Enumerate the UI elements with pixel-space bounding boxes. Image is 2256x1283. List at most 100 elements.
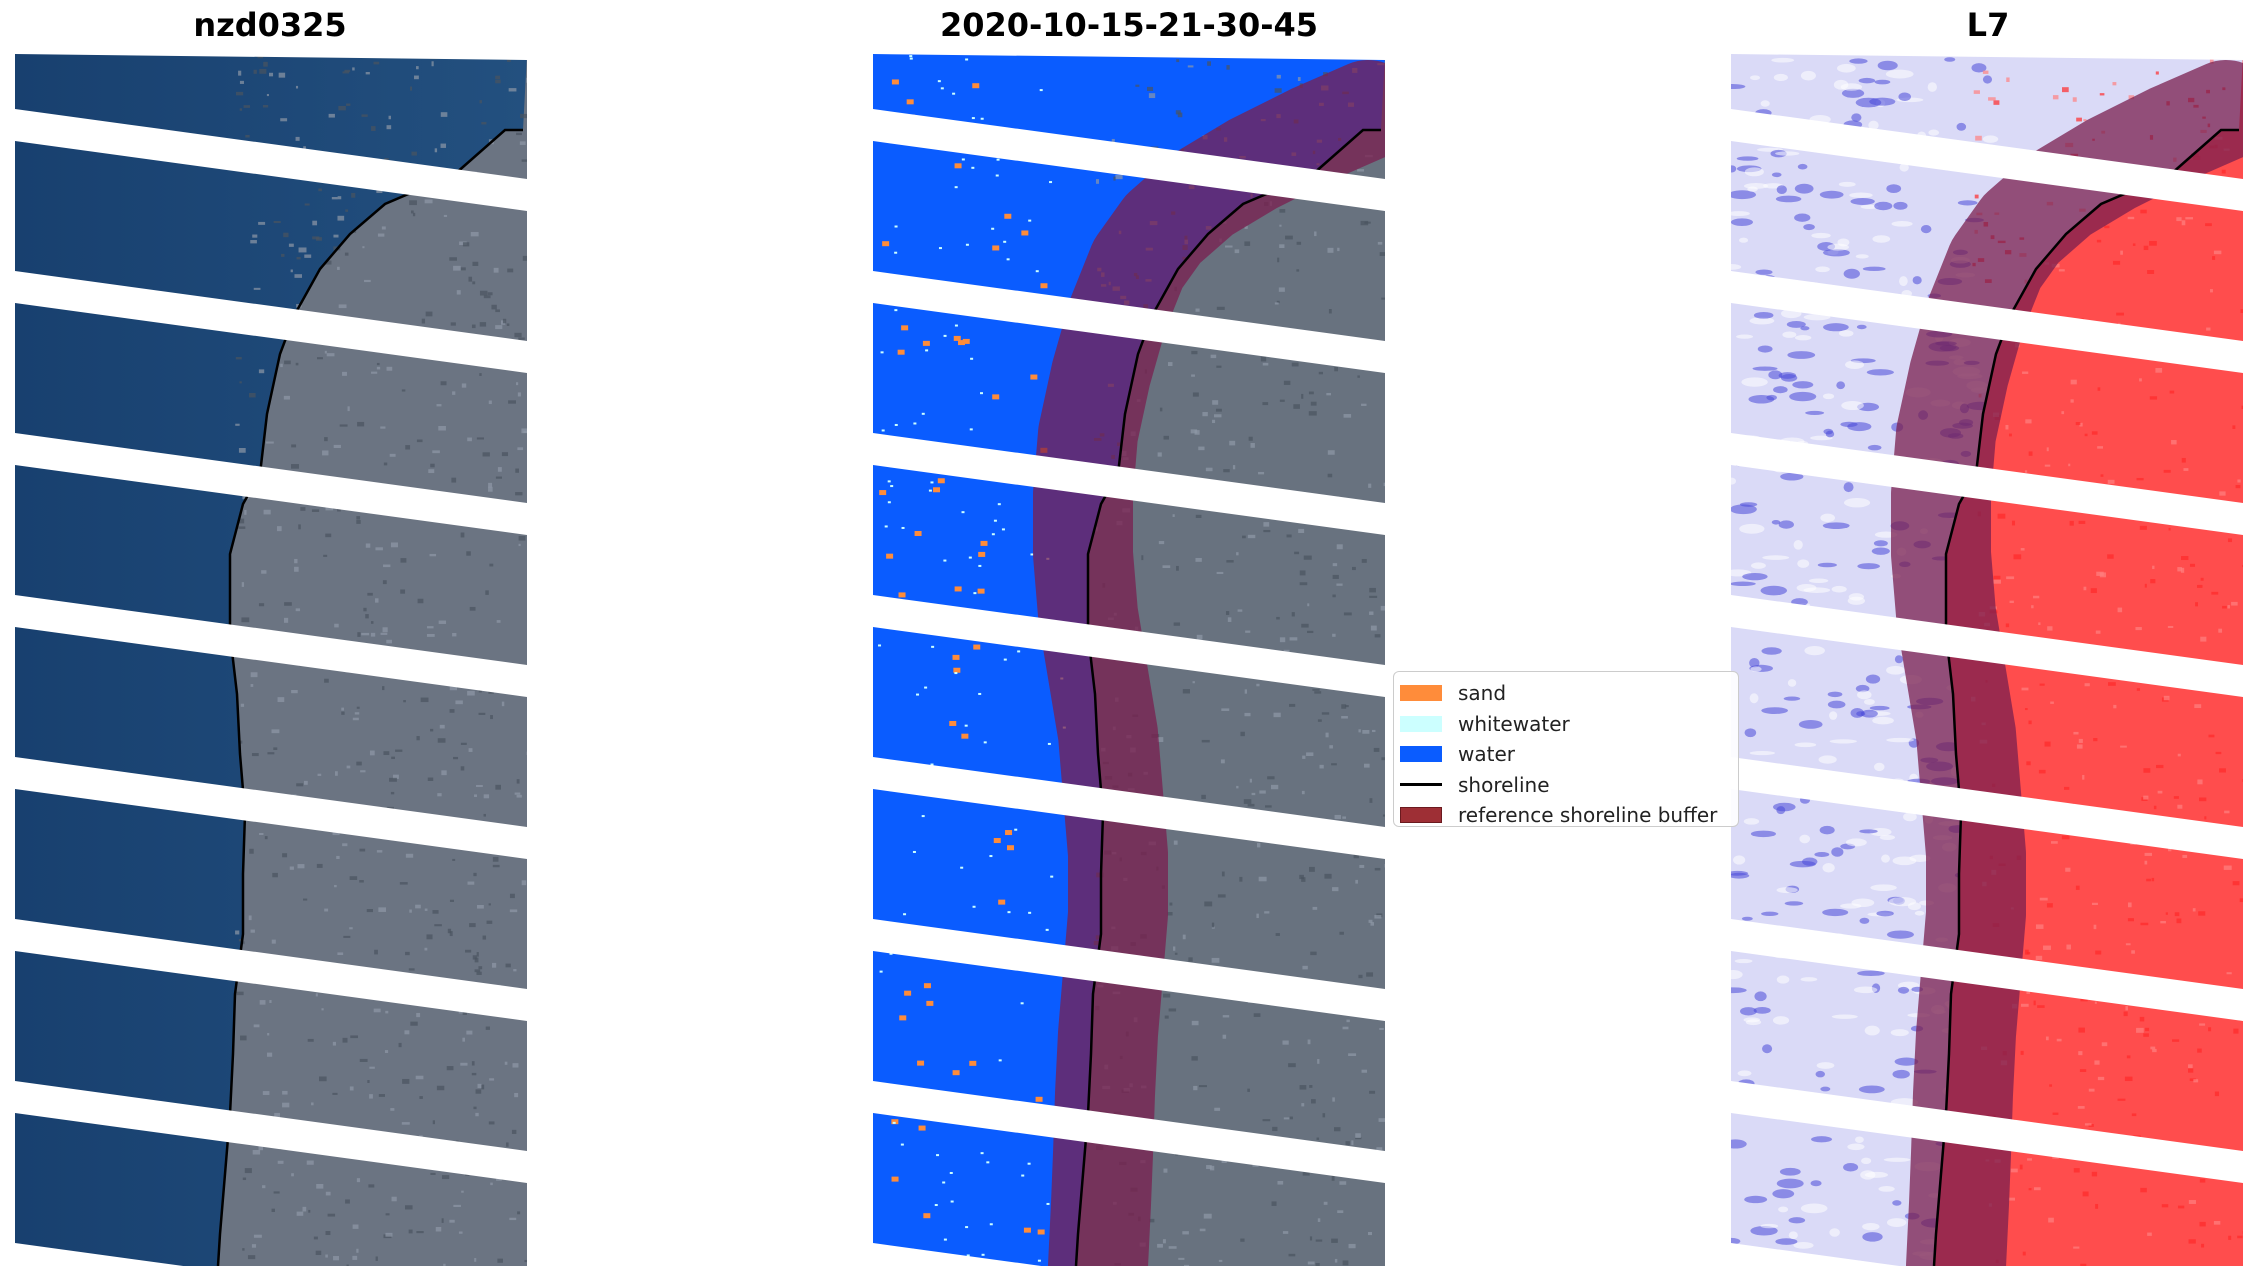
whitewater-pixel [949,1171,953,1174]
sand-pixel [969,1060,977,1066]
sand-pixel [973,644,981,650]
whitewater-pixel [909,57,913,60]
whitewater-pixel [1027,1162,1031,1165]
sand-pixel [891,79,899,85]
classified-image [873,54,1385,1266]
whitewater-pixel [989,1223,993,1226]
sand-pixel [891,1119,899,1125]
sand-pixel [1023,1227,1031,1233]
sand-pixel [933,487,941,493]
sand-pixel [1037,1229,1045,1235]
whitewater-pixel [980,1152,984,1155]
sand-pixel [952,654,960,660]
whitewater-pixel [1045,928,1049,931]
whitewater-pixel [925,349,929,352]
sand-pixel [897,349,905,355]
shoreline-line-icon [1400,783,1442,787]
shoreline [1074,128,1381,1266]
sand-pixel [914,530,922,536]
whitewater-pixel [971,166,975,169]
panel-title-middle: 2020-10-15-21-30-45 [939,6,1319,44]
whitewater-pixel [966,1254,970,1257]
panel-title-right: L7 [1966,6,2010,44]
sand-pixel [918,1125,926,1131]
whitewater-pixel [972,905,976,908]
whitewater-pixel [1037,1259,1041,1262]
sand-pixel [954,163,962,169]
whitewater-pixel [909,55,913,58]
whitewater-pixel [943,1238,947,1241]
whitewater-pixel [894,225,898,228]
sand-pixel [879,490,887,496]
whitewater-pixel [961,158,965,161]
classified-image-content [873,54,1385,1266]
index-image-panel [1731,54,2243,1266]
whitewater-pixel [954,186,958,189]
sand-pixel [998,899,1006,905]
whitewater-pixel [971,117,975,120]
whitewater-pixel [940,87,944,90]
sand-pixel [1040,283,1048,289]
sand-pixel [922,340,930,346]
sand-pixel [923,1213,931,1219]
whitewater-pixel [943,559,947,562]
sand-pixel [953,667,961,673]
legend-item-reference-shoreline-buffer: reference shoreline buffer [1400,800,1738,831]
whitewater-pixel [978,564,982,567]
whitewater-pixel [1001,528,1005,531]
water-swatch [1400,746,1442,763]
whitewater-pixel [1020,1002,1024,1005]
whitewater-pixel [954,324,958,327]
sand-pixel [898,592,906,598]
whitewater-pixel [965,243,969,246]
whitewater-pixel [936,1154,940,1157]
whitewater-pixel [924,686,928,689]
whitewater-pixel [890,485,894,488]
whitewater-pixel [889,952,893,955]
legend-label-whitewater: whitewater [1458,711,1570,736]
whitewater-pixel [997,503,1001,506]
classified-image-panel [873,54,1385,1266]
sand-pixel [901,325,909,331]
whitewater-pixel [969,428,973,431]
whitewater-pixel [928,489,932,492]
sand-swatch [1400,685,1442,702]
whitewater-pixel [931,645,935,648]
whitewater-pixel [1049,181,1053,184]
whitewater-pixel [1028,911,1032,914]
whitewater-pixel [887,501,891,504]
sand-pixel [1005,830,1013,836]
sand-pixel [906,99,914,105]
legend-item-shoreline: shoreline [1400,770,1738,801]
whitewater-pixel [892,1121,896,1124]
sand-pixel [904,990,912,996]
sand-pixel [899,1015,907,1021]
whitewater-pixel [930,481,934,484]
sand-pixel [882,241,890,247]
whitewater-pixel [991,227,995,230]
whitewater-pixel [1021,1174,1025,1177]
whitewater-pixel [880,351,884,354]
whitewater-pixel [1006,258,1010,261]
shoreline [1932,128,2239,1266]
rgb-image-content [15,54,527,1266]
index-image-content [1731,54,2243,1266]
whitewater-pixel [1035,270,1039,273]
whitewater-pixel [1030,553,1034,556]
whitewater-pixel [973,592,977,595]
shoreline [216,128,523,1266]
whitewater-pixel [916,693,920,696]
sand-pixel [1030,374,1038,380]
whitewater-pixel [970,357,974,360]
whitewater-pixel [965,1226,969,1229]
whitewater-pixel [964,724,968,727]
whitewater-pixel [937,80,941,83]
whitewater-pixel [978,692,982,695]
whitewater-pixel [881,429,885,432]
whitewater-pixel [1014,828,1018,831]
legend-label-reference-shoreline-buffer: reference shoreline buffer [1458,803,1718,828]
whitewater-pixel [981,1253,985,1256]
sand-pixel [977,588,985,594]
sand-pixel [958,340,966,346]
whitewater-pixel [901,526,905,529]
